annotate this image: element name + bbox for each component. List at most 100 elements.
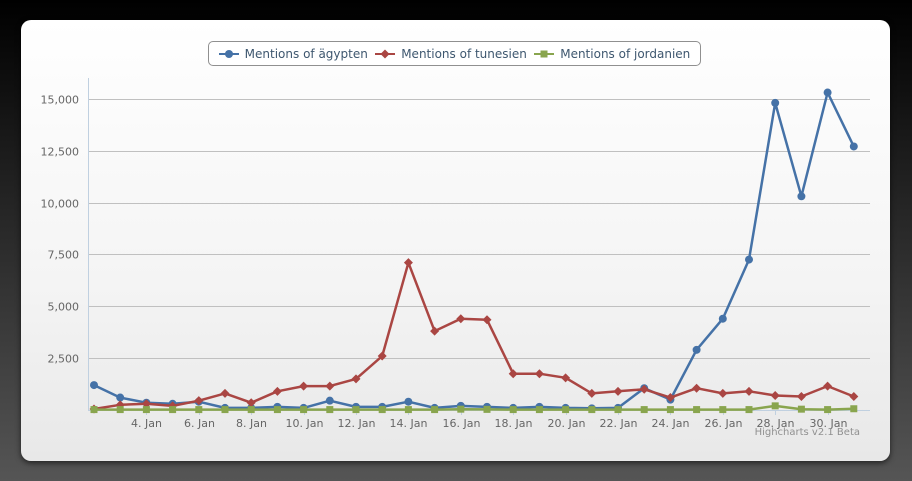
y-tick-label: 5,000 [48,301,80,314]
data-point[interactable] [483,405,491,413]
x-tick-label: 10. Jan [286,417,324,430]
data-point[interactable] [797,405,805,413]
data-point[interactable] [195,406,203,414]
data-point[interactable] [299,381,309,391]
data-point[interactable] [90,381,98,390]
data-point[interactable] [457,405,465,413]
data-point[interactable] [351,374,361,384]
legend-label: Mentions of tunesien [401,46,527,61]
data-point[interactable] [141,399,151,409]
data-point[interactable] [403,258,413,268]
x-tick-label: 6. Jan [184,417,215,430]
data-point[interactable] [692,383,702,393]
y-tick-label: 12,500 [41,146,80,159]
chart-panel [21,20,890,461]
data-point[interactable] [404,397,413,406]
data-point[interactable] [745,406,753,414]
x-tick-label: 22. Jan [600,417,638,430]
x-tick-label: 28. Jan [757,417,795,430]
data-point[interactable] [719,406,727,414]
data-point[interactable] [744,386,754,396]
data-point[interactable] [456,314,466,324]
data-point[interactable] [535,406,543,414]
data-point[interactable] [90,406,98,414]
legend-marker-icon [218,49,239,58]
legend-label: Mentions of jordanien [560,46,691,61]
data-point[interactable] [771,402,779,410]
data-point[interactable] [221,406,229,414]
data-point[interactable] [849,142,858,151]
data-point[interactable] [482,315,492,325]
data-point[interactable] [771,98,780,107]
legend-item-1[interactable]: Mentions of tunesien [375,47,527,61]
data-point[interactable] [587,388,597,398]
x-tick-label: 4. Jan [131,417,162,430]
data-point[interactable] [142,406,150,414]
x-tick-label: 24. Jan [652,417,690,430]
data-point[interactable] [273,406,281,414]
data-point[interactable] [692,345,701,354]
legend-marker-icon [375,49,396,58]
x-tick-label: 8. Jan [236,417,267,430]
series-line-2 [92,404,856,411]
y-tick-label: 7,500 [48,249,80,262]
data-point[interactable] [824,406,832,414]
legend-label: Mentions of ägypten [244,46,368,61]
data-point[interactable] [613,386,623,396]
legend-marker-icon [534,50,555,57]
data-point[interactable] [850,405,858,413]
x-tick-label: 20. Jan [548,417,586,430]
data-point[interactable] [665,393,675,403]
data-point[interactable] [404,406,412,414]
x-tick-label: 26. Jan [705,417,743,430]
data-point[interactable] [169,406,177,414]
data-point[interactable] [718,388,728,398]
data-point[interactable] [666,406,674,414]
data-point[interactable] [588,406,596,414]
series-line-1 [92,261,856,411]
data-point[interactable] [220,388,230,398]
credits-text[interactable]: Highcharts v2.1 Beta [754,427,860,438]
data-point[interactable] [797,192,806,201]
y-tick-label: 2,500 [48,353,80,366]
x-tick-label: 30. Jan [810,417,848,430]
data-point[interactable] [745,255,753,264]
data-point[interactable] [693,406,701,414]
data-point[interactable] [325,396,334,405]
data-point[interactable] [639,384,649,394]
data-point[interactable] [430,326,440,336]
data-point[interactable] [247,406,255,414]
data-point[interactable] [823,88,832,97]
legend-item-0[interactable]: Mentions of ägypten [218,46,368,61]
data-point[interactable] [823,381,833,391]
data-point[interactable] [509,406,517,414]
data-point[interactable] [378,406,386,414]
data-point[interactable] [300,406,308,414]
data-point[interactable] [116,393,125,402]
data-point[interactable] [640,406,648,414]
data-point[interactable] [849,392,859,402]
data-point[interactable] [718,314,727,323]
data-point[interactable] [508,369,518,379]
legend-item-2[interactable]: Mentions of jordanien [534,47,690,61]
data-point[interactable] [562,406,570,414]
y-tick-label: 10,000 [41,198,80,211]
data-point[interactable] [614,406,622,414]
data-point[interactable] [352,406,360,414]
data-point[interactable] [796,392,806,402]
x-tick-label: 14. Jan [390,417,428,430]
data-point[interactable] [377,351,387,361]
data-point[interactable] [325,381,335,391]
data-point[interactable] [561,373,571,383]
data-point[interactable] [194,396,204,406]
data-point[interactable] [326,406,334,414]
data-point[interactable] [272,386,282,396]
x-tick-label: 12. Jan [338,417,376,430]
data-point[interactable] [116,406,124,414]
y-tick-label: 15,000 [41,94,80,107]
data-point[interactable] [770,390,780,400]
data-point[interactable] [246,398,256,408]
data-point[interactable] [431,406,439,414]
data-point[interactable] [534,369,544,379]
